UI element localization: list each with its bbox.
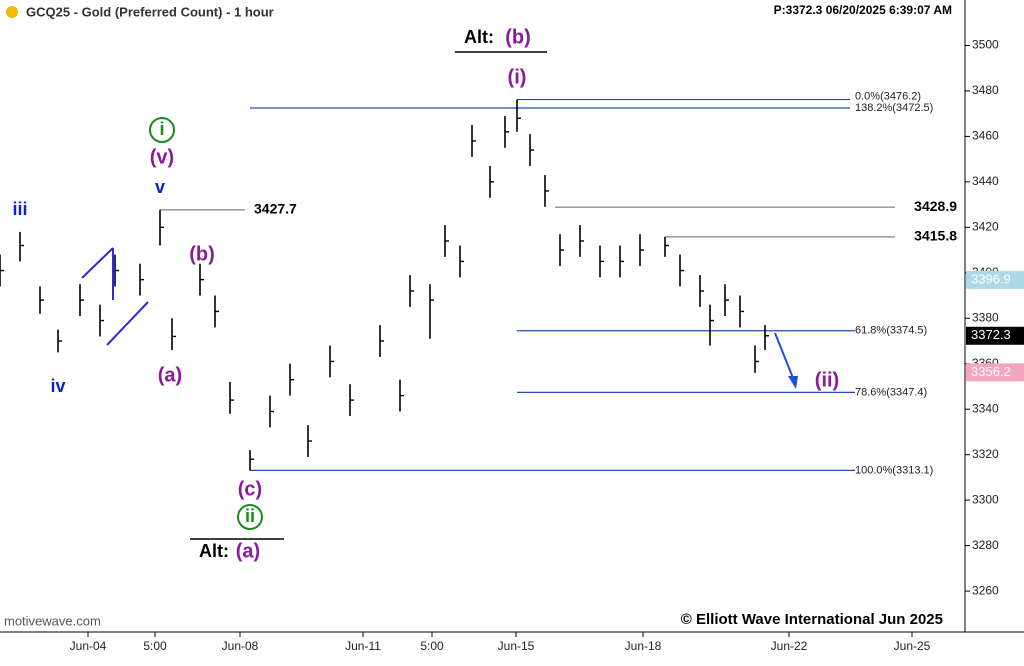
y-tick-label: 3500 [972,38,999,52]
x-tick-label: Jun-11 [345,639,381,653]
wave-label: (v) [150,146,174,168]
y-tick-label: 3380 [972,310,999,324]
status-dot [6,6,18,18]
x-tick-label: Jun-04 [70,639,107,653]
arrow [774,332,794,379]
x-tick-label: 5:00 [420,639,444,653]
fib-label: 100.0%(3313.1) [855,464,933,476]
wave-label: i [159,119,164,139]
wave-label: Alt: [464,27,494,47]
price-marker-label: 3372.3 [971,327,1011,342]
wave-circle [237,504,263,530]
y-tick-label: 3280 [972,538,999,552]
y-tick-label: 3260 [972,583,999,597]
wave-label: (ii) [815,369,839,391]
price-marker [966,363,1024,382]
x-tick-label: Jun-15 [498,639,535,653]
wave-label: Alt: [199,541,229,561]
wave-label: iii [12,199,27,219]
price-level-label: 3415.8 [914,228,957,244]
price-marker-label: 3396.9 [971,271,1011,286]
price-marker-label: 3356.2 [971,364,1011,379]
fib-label: 78.6%(3347.4) [855,386,927,398]
triangle [81,247,149,346]
y-tick-label: 3480 [972,83,999,97]
price-marker [966,270,1024,289]
price-level-label: 3428.9 [914,198,957,214]
wave-circle [149,117,175,143]
wave-label: (b) [505,26,531,48]
y-tick-label: 3300 [972,492,999,506]
y-tick-label: 3340 [972,401,999,415]
x-tick-label: Jun-18 [625,639,662,653]
y-tick-label: 3440 [972,174,999,188]
wave-label: (b) [189,243,215,265]
wave-label: (i) [508,66,527,88]
y-tick-label: 3320 [972,447,999,461]
copyright: © Elliott Wave International Jun 2025 [681,611,943,628]
wave-label: (a) [236,540,260,562]
fib-label: 138.2%(3472.5) [855,102,933,114]
y-tick-label: 3460 [972,129,999,143]
wave-label: v [155,177,165,197]
wave-label: (a) [158,364,182,386]
wave-label: ii [245,506,255,526]
x-tick-label: Jun-25 [894,639,931,653]
price-marker [966,326,1024,345]
chart-title: GCQ25 - Gold (Preferred Count) - 1 hour [26,4,274,19]
source: motivewave.com [4,613,101,628]
fib-label: 0.0%(3476.2) [855,90,921,102]
price-level-label: 3427.7 [254,201,297,217]
y-tick-label: 3420 [972,220,999,234]
wave-label: iv [50,376,65,396]
arrow-head [788,376,798,389]
wave-label: (c) [238,478,262,500]
x-tick-label: Jun-08 [222,639,259,653]
fib-label: 61.8%(3374.5) [855,325,927,337]
x-tick-label: Jun-22 [771,639,808,653]
price-info: P:3372.3 06/20/2025 6:39:07 AM [774,3,952,17]
x-tick-label: 5:00 [143,639,167,653]
